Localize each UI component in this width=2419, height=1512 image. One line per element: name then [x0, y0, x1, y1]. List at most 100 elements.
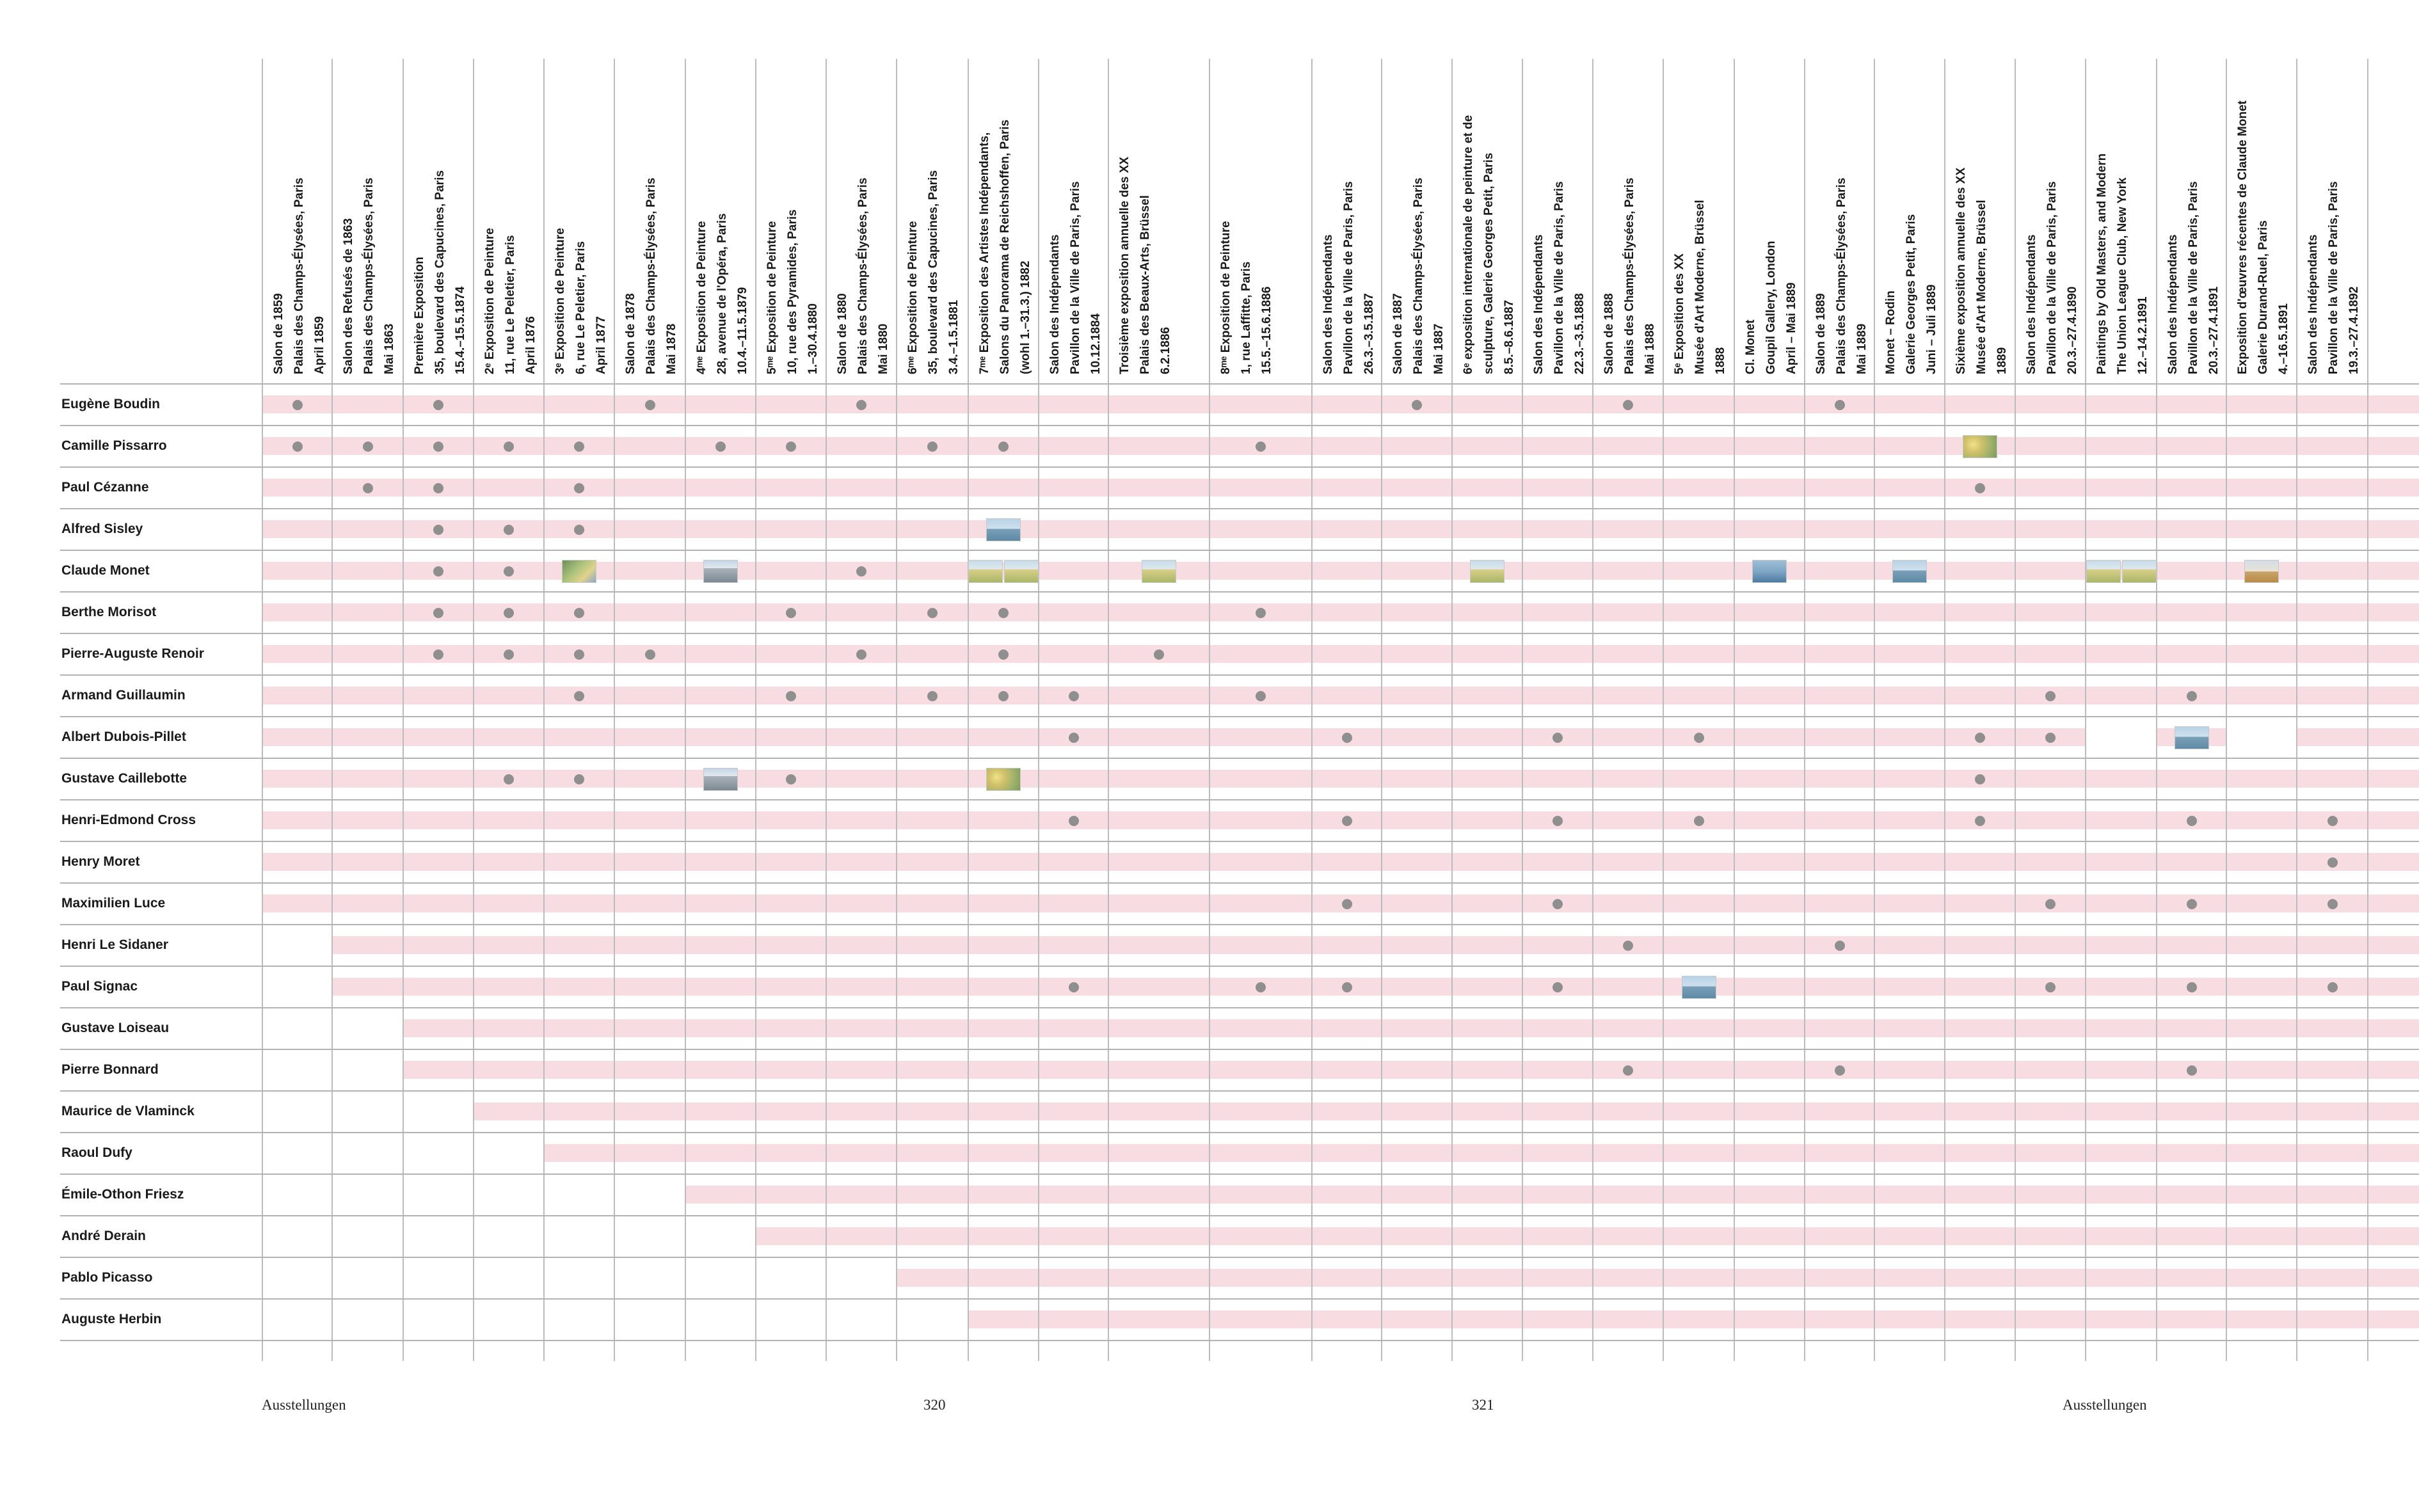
row-band — [262, 811, 2419, 829]
participation-dot — [1068, 690, 1079, 701]
participation-dot — [1693, 815, 1704, 826]
row-divider — [60, 1298, 2419, 1300]
row-divider — [60, 1049, 2419, 1050]
footer-section-left: Ausstellungen — [262, 1397, 346, 1413]
painting-thumbnail — [968, 559, 1003, 583]
exhibition-header-line: Musée d'Art Moderne, Brüssel — [1693, 200, 1707, 374]
artist-name: Eugène Boudin — [61, 397, 160, 411]
participation-dot — [433, 649, 443, 660]
exhibition-header: Salon des Indépendants Pavillon de la Vil… — [2022, 181, 2083, 374]
participation-dot — [574, 607, 584, 618]
participation-dot — [1341, 815, 1352, 826]
participation-dot — [504, 566, 514, 577]
artist-name: Camille Pissarro — [61, 438, 167, 453]
column-divider — [614, 59, 615, 1361]
column-divider — [1663, 59, 1664, 1361]
exhibition-header-line: 3.4.–1.5.1881 — [947, 299, 961, 374]
exhibition-header-line: Palais des Champs-Élysées, Paris — [362, 177, 376, 374]
column-divider — [473, 59, 474, 1361]
row-band — [474, 1102, 2419, 1120]
participation-dot — [433, 566, 443, 577]
exhibition-header-line: 26.3.–3.5.1887 — [1362, 293, 1376, 374]
participation-dot — [1834, 940, 1845, 951]
row-band — [544, 1144, 2419, 1162]
exhibition-header: Cl. Monet Goupil Gallery, London April – M… — [1741, 241, 1802, 374]
column-divider — [2367, 59, 2368, 1361]
exhibition-header-line: Salon des Indépendants — [1321, 234, 1335, 374]
participation-dot — [433, 482, 443, 493]
participation-dot — [1975, 732, 1985, 743]
exhibition-header: 5ᵐᵉ Exposition de Peinture 10, rue des Py… — [762, 209, 824, 374]
column-divider — [755, 59, 756, 1361]
exhibition-header: Paintings by Old Masters, and Modern The … — [2092, 154, 2153, 374]
exhibition-header: Salon de 1880 Palais des Champs-Élysées, … — [833, 178, 894, 374]
exhibition-header-line: Palais des Champs-Élysées, Paris — [856, 177, 870, 374]
participation-dot — [786, 774, 796, 784]
column-divider — [685, 59, 686, 1361]
participation-dot — [1256, 690, 1266, 701]
participation-dot — [1412, 399, 1422, 410]
participation-dot — [362, 482, 373, 493]
participation-dot — [856, 566, 866, 577]
column-divider — [1451, 59, 1453, 1361]
exhibition-header-line: Salon des Indépendants — [2166, 234, 2180, 374]
exhibition-header: Première Exposition 35, boulevard des Cap… — [410, 170, 471, 374]
exhibition-header-line: 20.3.–27.4.1890 — [2066, 286, 2079, 374]
participation-dot — [1623, 940, 1633, 951]
exhibition-header-line: Salon des Indépendants — [2306, 234, 2320, 374]
exhibition-header-line: Palais des Champs-Élysées, Paris — [292, 177, 306, 374]
column-divider — [262, 59, 263, 1361]
painting-thumbnail — [2174, 726, 2209, 749]
participation-dot — [574, 441, 584, 452]
participation-dot — [574, 524, 584, 535]
exhibition-header-line: 12.–14.2.1891 — [2136, 296, 2150, 374]
participation-dot — [574, 774, 584, 784]
exhibition-header-line: Pavillon de la Ville de Paris, Paris — [2045, 181, 2059, 374]
participation-dot — [1834, 1065, 1845, 1076]
exhibition-header-line: 10.12.1884 — [1089, 313, 1103, 374]
participation-dot — [1068, 732, 1079, 743]
column-divider — [2226, 59, 2227, 1361]
exhibition-header-line: 7ᵐᵉ Exposition des Artistes Indépendants… — [978, 132, 991, 374]
artist-name: André Derain — [61, 1229, 146, 1243]
row-band — [262, 437, 2419, 455]
participation-dot — [927, 441, 938, 452]
exhibition-header: Salon des Indépendants Pavillon de la Vil… — [2163, 181, 2224, 374]
exhibition-header-line: Salon des Indépendants — [1532, 234, 1545, 374]
row-band — [262, 770, 2419, 788]
exhibition-header-line: 3ᵉ Exposition de Peinture — [554, 228, 567, 374]
row-divider — [60, 1340, 2419, 1341]
exhibition-header: Salon des Indépendants Pavillon de la Vil… — [1318, 181, 1380, 374]
exhibition-header-line: Pavillon de la Ville de Paris, Paris — [2327, 181, 2340, 374]
participation-dot — [1975, 774, 1985, 784]
participation-dot — [2327, 815, 2338, 826]
participation-dot — [1154, 649, 1164, 660]
row-divider — [60, 508, 2419, 509]
participation-dot — [2186, 1065, 2197, 1076]
participation-dot — [927, 607, 938, 618]
exhibition-header-line: Pavillon de la Ville de Paris, Paris — [1553, 181, 1566, 374]
exhibition-header-line: 28, avenue de l'Opéra, Paris — [715, 213, 729, 374]
exhibition-header-line: The Union League Club, New York — [2116, 177, 2129, 374]
exhibition-header-line: 1889 — [1995, 347, 2009, 374]
row-band — [262, 895, 2419, 912]
exhibition-header-line: 10, rue des Pyramides, Paris — [786, 209, 799, 374]
exhibition-header-line: Salon de 1887 — [1391, 293, 1405, 374]
exhibition-header-line: Salon de 1889 — [1814, 293, 1828, 374]
row-band — [403, 1019, 2419, 1037]
participation-dot — [574, 690, 584, 701]
exhibition-header-line: sculpture, Galerie Georges Petit, Paris — [1482, 152, 1496, 374]
participation-dot — [786, 690, 796, 701]
row-divider — [60, 466, 2419, 468]
row-band — [685, 1186, 2419, 1204]
exhibition-header-line: Monet – Rodin — [1884, 290, 1897, 374]
column-divider — [896, 59, 897, 1361]
participation-dot — [998, 690, 1009, 701]
column-divider — [968, 59, 969, 1361]
artist-name: Paul Signac — [61, 979, 138, 994]
artist-name: Henri Le Sidaner — [61, 937, 168, 952]
column-divider — [2015, 59, 2016, 1361]
participation-dot — [362, 441, 373, 452]
exhibition-header-line: 19.3.–27.4.1892 — [2347, 286, 2361, 374]
